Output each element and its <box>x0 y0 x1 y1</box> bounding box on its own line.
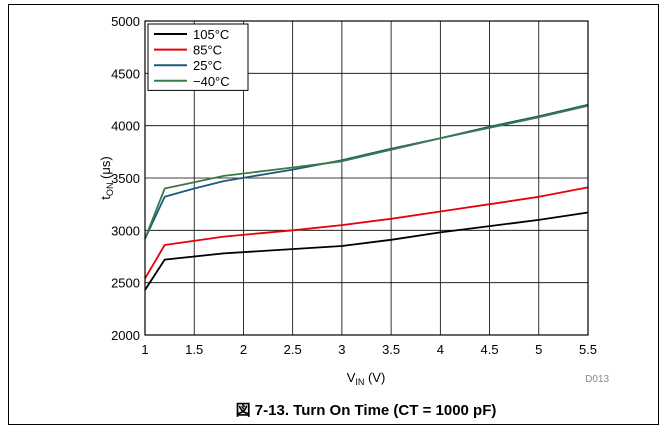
legend-label: 25°C <box>193 58 222 73</box>
series-line-2 <box>144 103 589 240</box>
y-axis-label: tON (μs) <box>98 156 115 199</box>
x-axis-ticks: 1 1.5 2 2.5 3 3.5 4 4.5 5 5.5 <box>141 342 597 357</box>
x-tick-label: 2 <box>240 342 247 357</box>
x-tick-label: 5.5 <box>579 342 597 357</box>
x-tick-label: 3.5 <box>382 342 400 357</box>
legend-label: −40°C <box>193 74 230 89</box>
legend-label: 105°C <box>193 27 229 42</box>
y-tick-label: 4000 <box>111 119 140 134</box>
y-axis-ticks: 2000 2500 3000 3500 4000 4500 5000 <box>111 14 140 343</box>
series-line-1 <box>144 186 589 279</box>
figure-frame-top <box>8 4 659 5</box>
x-tick-label: 2.5 <box>284 342 302 357</box>
y-tick-label: 4500 <box>111 66 140 81</box>
x-tick-label: 5 <box>535 342 542 357</box>
x-tick-label: 1 <box>141 342 148 357</box>
y-tick-label: 5000 <box>111 14 140 29</box>
x-axis-label: VIN (V) <box>347 370 386 387</box>
y-tick-label: 3500 <box>111 171 140 186</box>
x-tick-label: 3 <box>338 342 345 357</box>
y-tick-label: 3000 <box>111 223 140 238</box>
x-tick-label: 1.5 <box>185 342 203 357</box>
plot-area-border <box>144 20 589 336</box>
legend-label: 85°C <box>193 43 222 58</box>
y-tick-label: 2000 <box>111 328 140 343</box>
series-line-0 <box>144 211 589 291</box>
y-tick-label: 2500 <box>111 276 140 291</box>
legend-box <box>147 23 249 91</box>
x-tick-label: 4 <box>437 342 444 357</box>
chart-legend: 105°C85°C25°C−40°C <box>147 23 249 91</box>
series-line-3 <box>144 104 589 240</box>
figure-frame-left <box>8 4 9 425</box>
chart-series-group <box>144 103 589 291</box>
chart-title: 図 7-13. Turn On Time (CT = 1000 pF) <box>236 402 497 419</box>
figure-frame-right <box>658 4 659 425</box>
x-tick-label: 4.5 <box>481 342 499 357</box>
figure-code-label: D013 <box>585 374 609 385</box>
